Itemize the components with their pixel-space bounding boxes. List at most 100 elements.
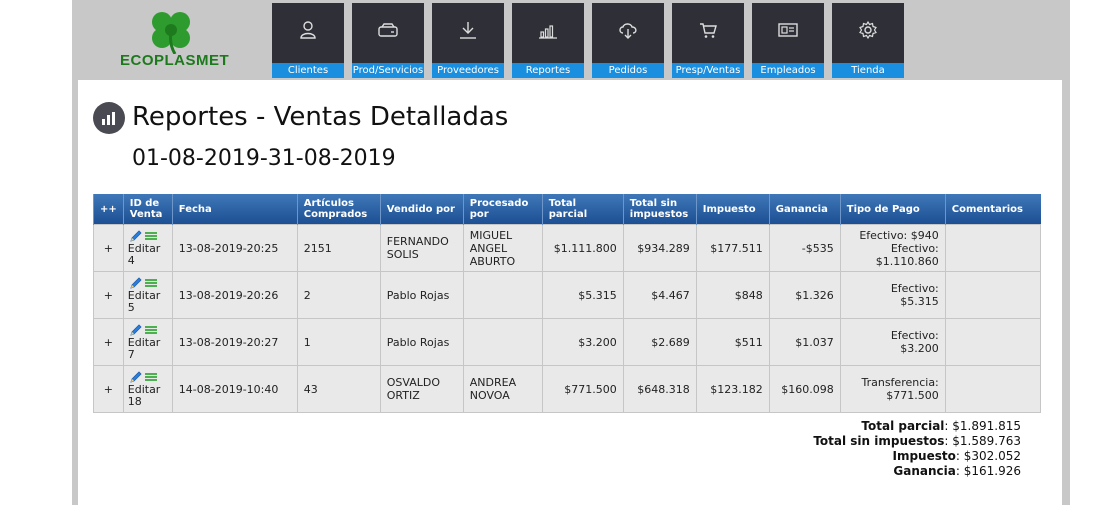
vendido-cell: Pablo Rojas — [379, 318, 464, 366]
nav-prod-servicios[interactable]: Prod/Servicios — [352, 3, 424, 78]
nav-tienda[interactable]: Tienda — [832, 3, 904, 78]
col-tipo-pago[interactable]: Tipo de Pago — [839, 194, 946, 225]
bar-chart-icon — [102, 112, 115, 125]
user-icon — [300, 21, 316, 39]
nav-pedidos[interactable]: Pedidos — [592, 3, 664, 78]
table-header-row: ++ ID de Venta Fecha Artículos Comprados… — [93, 194, 1041, 225]
sale-id: 5 — [127, 301, 135, 314]
total-sin-cell: $648.318 — [622, 365, 697, 413]
tipo-pago-cell: Efectivo: $940 Efectivo: $1.110.860 — [839, 224, 946, 272]
impuesto-value: : $302.052 — [955, 449, 1021, 463]
sale-id-cell: Editar 7 — [122, 318, 173, 366]
total-sin-line: Total sin impuestos: $1.589.763 — [813, 434, 1021, 449]
total-parcial-cell: $5.315 — [541, 271, 624, 319]
header: ECOPLASMET Clientes Prod/Servicios Prove… — [72, 0, 1070, 80]
impuesto-label: Impuesto — [892, 449, 956, 463]
total-parcial-cell: $771.500 — [541, 365, 624, 413]
total-parcial-value: : $1.891.815 — [944, 419, 1021, 433]
tipo-pago-cell: Transferencia: $771.500 — [839, 365, 946, 413]
sale-id: 18 — [127, 395, 142, 408]
sale-id-cell: Editar 4 — [122, 224, 173, 272]
nav-empleados[interactable]: Empleados — [752, 3, 824, 78]
col-articulos[interactable]: Artículos Comprados — [296, 194, 381, 225]
col-fecha[interactable]: Fecha — [171, 194, 298, 225]
ganancia-cell: $1.326 — [768, 271, 841, 319]
col-procesado[interactable]: Procesado por — [462, 194, 543, 225]
tipo-pago-cell: Efectivo: $3.200 — [839, 318, 946, 366]
pago-line: Efectivo: — [890, 241, 939, 255]
col-comentarios[interactable]: Comentarios — [944, 194, 1041, 225]
comentarios-cell — [944, 365, 1042, 413]
expand-toggle[interactable]: + — [93, 224, 124, 272]
nav-reportes[interactable]: Reportes — [512, 3, 584, 78]
col-total-sin[interactable]: Total sin impuestos — [622, 194, 697, 225]
pencil-icon[interactable] — [128, 370, 144, 384]
nav-label: Empleados — [752, 63, 824, 78]
sale-id-cell: Editar 18 — [122, 365, 173, 413]
comentarios-cell — [944, 224, 1042, 272]
expand-toggle[interactable]: + — [93, 271, 124, 319]
sale-id: 4 — [127, 254, 135, 267]
articulos-cell: 2 — [296, 271, 381, 319]
col-ganancia[interactable]: Ganancia — [768, 194, 841, 225]
pencil-icon[interactable] — [128, 323, 144, 337]
total-parcial-label: Total parcial — [861, 419, 945, 433]
box-icon — [378, 23, 398, 37]
fecha-cell: 13-08-2019-20:26 — [171, 271, 298, 319]
col-impuesto[interactable]: Impuesto — [695, 194, 770, 225]
table-row: + Editar 7 13-08-2019-20:27 1 Pablo Roja… — [93, 318, 1042, 366]
expand-toggle[interactable]: + — [93, 318, 124, 366]
nav-label: Reportes — [512, 63, 584, 78]
total-parcial-cell: $3.200 — [541, 318, 624, 366]
nav-label: Tienda — [832, 63, 904, 78]
edit-link[interactable]: Editar — [127, 383, 161, 396]
vendido-cell: OSVALDO ORTIZ — [379, 365, 464, 413]
impuesto-cell: $848 — [695, 271, 770, 319]
total-sin-cell: $934.289 — [622, 224, 697, 272]
fecha-cell: 14-08-2019-10:40 — [171, 365, 298, 413]
print-icon[interactable] — [144, 371, 158, 383]
pago-line: Transferencia: — [861, 376, 939, 389]
col-expand[interactable]: ++ — [93, 194, 124, 225]
print-icon[interactable] — [144, 230, 158, 242]
pago-line: Efectivo: — [890, 329, 939, 342]
pencil-icon[interactable] — [128, 276, 144, 290]
col-total-parcial[interactable]: Total parcial — [541, 194, 624, 225]
procesado-cell — [462, 271, 543, 319]
main-content: Reportes - Ventas Detalladas 01-08-2019-… — [78, 80, 1062, 505]
pago-line: Efectivo: $940 — [859, 228, 939, 242]
edit-link[interactable]: Editar — [127, 242, 161, 255]
vendido-cell: Pablo Rojas — [379, 271, 464, 319]
id-card-icon — [778, 23, 798, 37]
print-icon[interactable] — [144, 277, 158, 289]
impuesto-line: Impuesto: $302.052 — [813, 449, 1022, 464]
nav-proveedores[interactable]: Proveedores — [432, 3, 504, 78]
col-vendido[interactable]: Vendido por — [379, 194, 464, 225]
expand-toggle[interactable]: + — [93, 365, 124, 413]
total-sin-cell: $2.689 — [622, 318, 697, 366]
print-icon[interactable] — [144, 324, 158, 336]
table-row: + Editar 4 13-08-2019-20:25 2151 FERNAND… — [93, 224, 1042, 272]
nav-label: Proveedores — [432, 63, 504, 78]
ganancia-cell: $160.098 — [768, 365, 841, 413]
pago-line: $5.315 — [900, 295, 939, 308]
ganancia-value: : $161.926 — [955, 464, 1021, 478]
pago-line: $3.200 — [900, 342, 939, 355]
bar-chart-icon — [539, 25, 557, 39]
cloud-download-icon — [619, 23, 637, 39]
articulos-cell: 43 — [296, 365, 381, 413]
ganancia-label: Ganancia — [893, 464, 956, 478]
nav-presp-ventas[interactable]: Presp/Ventas — [672, 3, 744, 78]
edit-link[interactable]: Editar — [127, 336, 161, 349]
nav-label: Prod/Servicios — [352, 63, 424, 78]
pago-line: Efectivo: — [890, 282, 939, 295]
comentarios-cell — [944, 318, 1042, 366]
ganancia-cell: -$535 — [768, 224, 841, 272]
edit-link[interactable]: Editar — [127, 289, 161, 302]
procesado-cell — [462, 318, 543, 366]
pencil-icon[interactable] — [128, 229, 144, 243]
col-id[interactable]: ID de Venta — [122, 194, 173, 225]
table-row: + Editar 18 14-08-2019-10:40 43 OSVALDO … — [93, 365, 1042, 413]
logo[interactable]: ECOPLASMET — [120, 8, 229, 74]
nav-clientes[interactable]: Clientes — [272, 3, 344, 78]
